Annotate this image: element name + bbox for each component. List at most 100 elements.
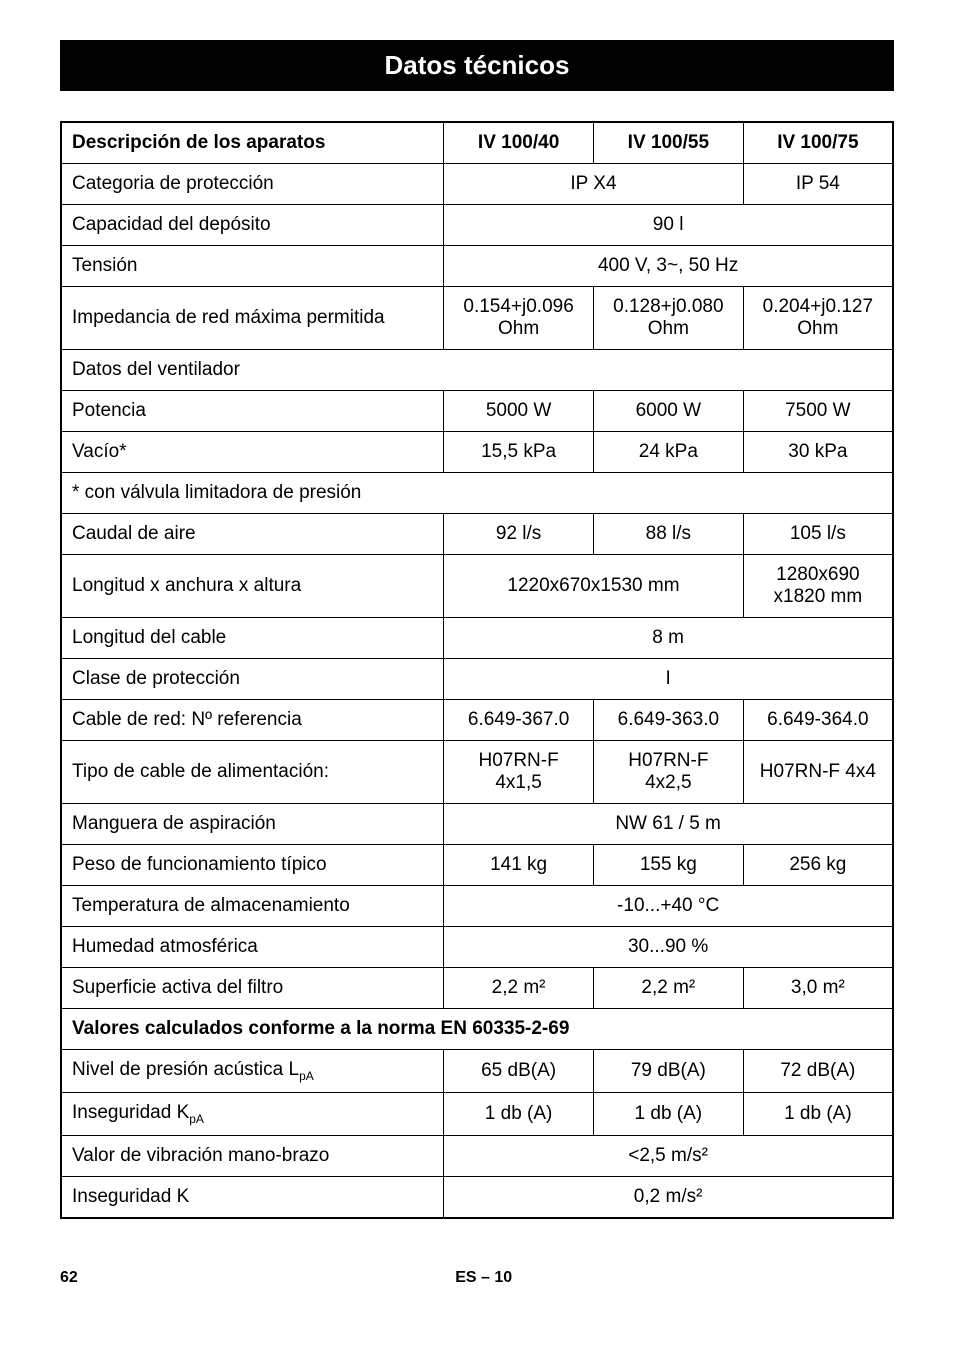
table-row: Inseguridad K 0,2 m/s² xyxy=(61,1176,893,1218)
row-value: 92 l/s xyxy=(444,514,594,555)
section-row: Datos del ventilador xyxy=(61,350,893,391)
row-value: 0.204+j0.127 Ohm xyxy=(743,287,893,350)
row-value: 6000 W xyxy=(593,391,743,432)
table-row: Tipo de cable de alimentación: H07RN-F 4… xyxy=(61,741,893,804)
page-footer: 62 ES – 10 xyxy=(60,1269,894,1287)
row-label: Longitud del cable xyxy=(61,618,444,659)
row-value: I xyxy=(444,659,893,700)
header-col2: IV 100/55 xyxy=(593,122,743,164)
table-row: Humedad atmosférica 30...90 % xyxy=(61,927,893,968)
row-value: 1280x690 x1820 mm xyxy=(743,555,893,618)
row-label: Impedancia de red máxima permitida xyxy=(61,287,444,350)
row-label: Potencia xyxy=(61,391,444,432)
row-value: 24 kPa xyxy=(593,432,743,473)
label-text: Nivel de presión acústica L xyxy=(72,1059,299,1080)
row-value: 1 db (A) xyxy=(444,1092,594,1135)
footer-locale-text: ES xyxy=(455,1269,476,1286)
row-label: Capacidad del depósito xyxy=(61,205,444,246)
table-row: Capacidad del depósito 90 l xyxy=(61,205,893,246)
row-value: 79 dB(A) xyxy=(593,1050,743,1093)
table-row: Potencia 5000 W 6000 W 7500 W xyxy=(61,391,893,432)
row-value: 8 m xyxy=(444,618,893,659)
table-row: Peso de funcionamiento típico 141 kg 155… xyxy=(61,845,893,886)
row-value: 105 l/s xyxy=(743,514,893,555)
row-label: Cable de red: Nº referencia xyxy=(61,700,444,741)
row-value: IP 54 xyxy=(743,164,893,205)
row-value: 155 kg xyxy=(593,845,743,886)
label-sub: pA xyxy=(299,1069,314,1083)
specs-table: Descripción de los aparatos IV 100/40 IV… xyxy=(60,121,894,1219)
footer-page-left: 62 xyxy=(60,1269,78,1287)
section-label: Datos del ventilador xyxy=(61,350,893,391)
row-label: Peso de funcionamiento típico xyxy=(61,845,444,886)
table-row: Manguera de aspiración NW 61 / 5 m xyxy=(61,804,893,845)
row-label: Vacío* xyxy=(61,432,444,473)
row-value: 6.649-364.0 xyxy=(743,700,893,741)
table-row: Inseguridad KpA 1 db (A) 1 db (A) 1 db (… xyxy=(61,1092,893,1135)
row-value: 88 l/s xyxy=(593,514,743,555)
row-label: Caudal de aire xyxy=(61,514,444,555)
row-value: 90 l xyxy=(444,205,893,246)
row-value: 0.154+j0.096 Ohm xyxy=(444,287,594,350)
table-row: Categoria de protección IP X4 IP 54 xyxy=(61,164,893,205)
row-value: 6.649-367.0 xyxy=(444,700,594,741)
table-row: Longitud del cable 8 m xyxy=(61,618,893,659)
row-label: Temperatura de almacenamiento xyxy=(61,886,444,927)
table-row: Superficie activa del filtro 2,2 m² 2,2 … xyxy=(61,968,893,1009)
row-value: 30...90 % xyxy=(444,927,893,968)
header-desc: Descripción de los aparatos xyxy=(61,122,444,164)
row-value: H07RN-F 4x2,5 xyxy=(593,741,743,804)
label-text: Inseguridad K xyxy=(72,1102,189,1123)
table-row: Clase de protección I xyxy=(61,659,893,700)
table-row: Impedancia de red máxima permitida 0.154… xyxy=(61,287,893,350)
section-row: Valores calculados conforme a la norma E… xyxy=(61,1009,893,1050)
row-label: Clase de protección xyxy=(61,659,444,700)
label-sub: pA xyxy=(189,1112,204,1126)
row-value: IP X4 xyxy=(444,164,744,205)
header-col3: IV 100/75 xyxy=(743,122,893,164)
row-value: H07RN-F 4x4 xyxy=(743,741,893,804)
table-row: Vacío* 15,5 kPa 24 kPa 30 kPa xyxy=(61,432,893,473)
row-value: H07RN-F 4x1,5 xyxy=(444,741,594,804)
row-label: Inseguridad KpA xyxy=(61,1092,444,1135)
table-row: Nivel de presión acústica LpA 65 dB(A) 7… xyxy=(61,1050,893,1093)
note-row: * con válvula limitadora de presión xyxy=(61,473,893,514)
row-value: 5000 W xyxy=(444,391,594,432)
row-label: Longitud x anchura x altura xyxy=(61,555,444,618)
footer-spacer xyxy=(890,1269,894,1287)
row-value: 256 kg xyxy=(743,845,893,886)
row-value: 2,2 m² xyxy=(593,968,743,1009)
row-value: NW 61 / 5 m xyxy=(444,804,893,845)
table-row: Tensión 400 V, 3~, 50 Hz xyxy=(61,246,893,287)
row-label: Tensión xyxy=(61,246,444,287)
row-label: Manguera de aspiración xyxy=(61,804,444,845)
footer-locale: ES – 10 xyxy=(455,1269,512,1287)
table-header-row: Descripción de los aparatos IV 100/40 IV… xyxy=(61,122,893,164)
table-row: Temperatura de almacenamiento -10...+40 … xyxy=(61,886,893,927)
row-value: 1 db (A) xyxy=(593,1092,743,1135)
table-row: Valor de vibración mano-brazo <2,5 m/s² xyxy=(61,1135,893,1176)
page-title: Datos técnicos xyxy=(60,40,894,91)
row-label: Humedad atmosférica xyxy=(61,927,444,968)
footer-page-num: 10 xyxy=(494,1269,512,1286)
table-row: Cable de red: Nº referencia 6.649-367.0 … xyxy=(61,700,893,741)
row-label: Superficie activa del filtro xyxy=(61,968,444,1009)
row-value: <2,5 m/s² xyxy=(444,1135,893,1176)
row-value: 7500 W xyxy=(743,391,893,432)
row-value: 0.128+j0.080 Ohm xyxy=(593,287,743,350)
section-label: Valores calculados conforme a la norma E… xyxy=(61,1009,893,1050)
row-value: 141 kg xyxy=(444,845,594,886)
row-value: 2,2 m² xyxy=(444,968,594,1009)
row-value: 72 dB(A) xyxy=(743,1050,893,1093)
row-label: Tipo de cable de alimentación: xyxy=(61,741,444,804)
note-label: * con válvula limitadora de presión xyxy=(61,473,893,514)
table-row: Caudal de aire 92 l/s 88 l/s 105 l/s xyxy=(61,514,893,555)
row-label: Categoria de protección xyxy=(61,164,444,205)
footer-dash: – xyxy=(481,1269,490,1286)
row-value: 65 dB(A) xyxy=(444,1050,594,1093)
table-row: Longitud x anchura x altura 1220x670x153… xyxy=(61,555,893,618)
row-value: 15,5 kPa xyxy=(444,432,594,473)
row-label: Inseguridad K xyxy=(61,1176,444,1218)
row-label: Valor de vibración mano-brazo xyxy=(61,1135,444,1176)
row-value: 0,2 m/s² xyxy=(444,1176,893,1218)
